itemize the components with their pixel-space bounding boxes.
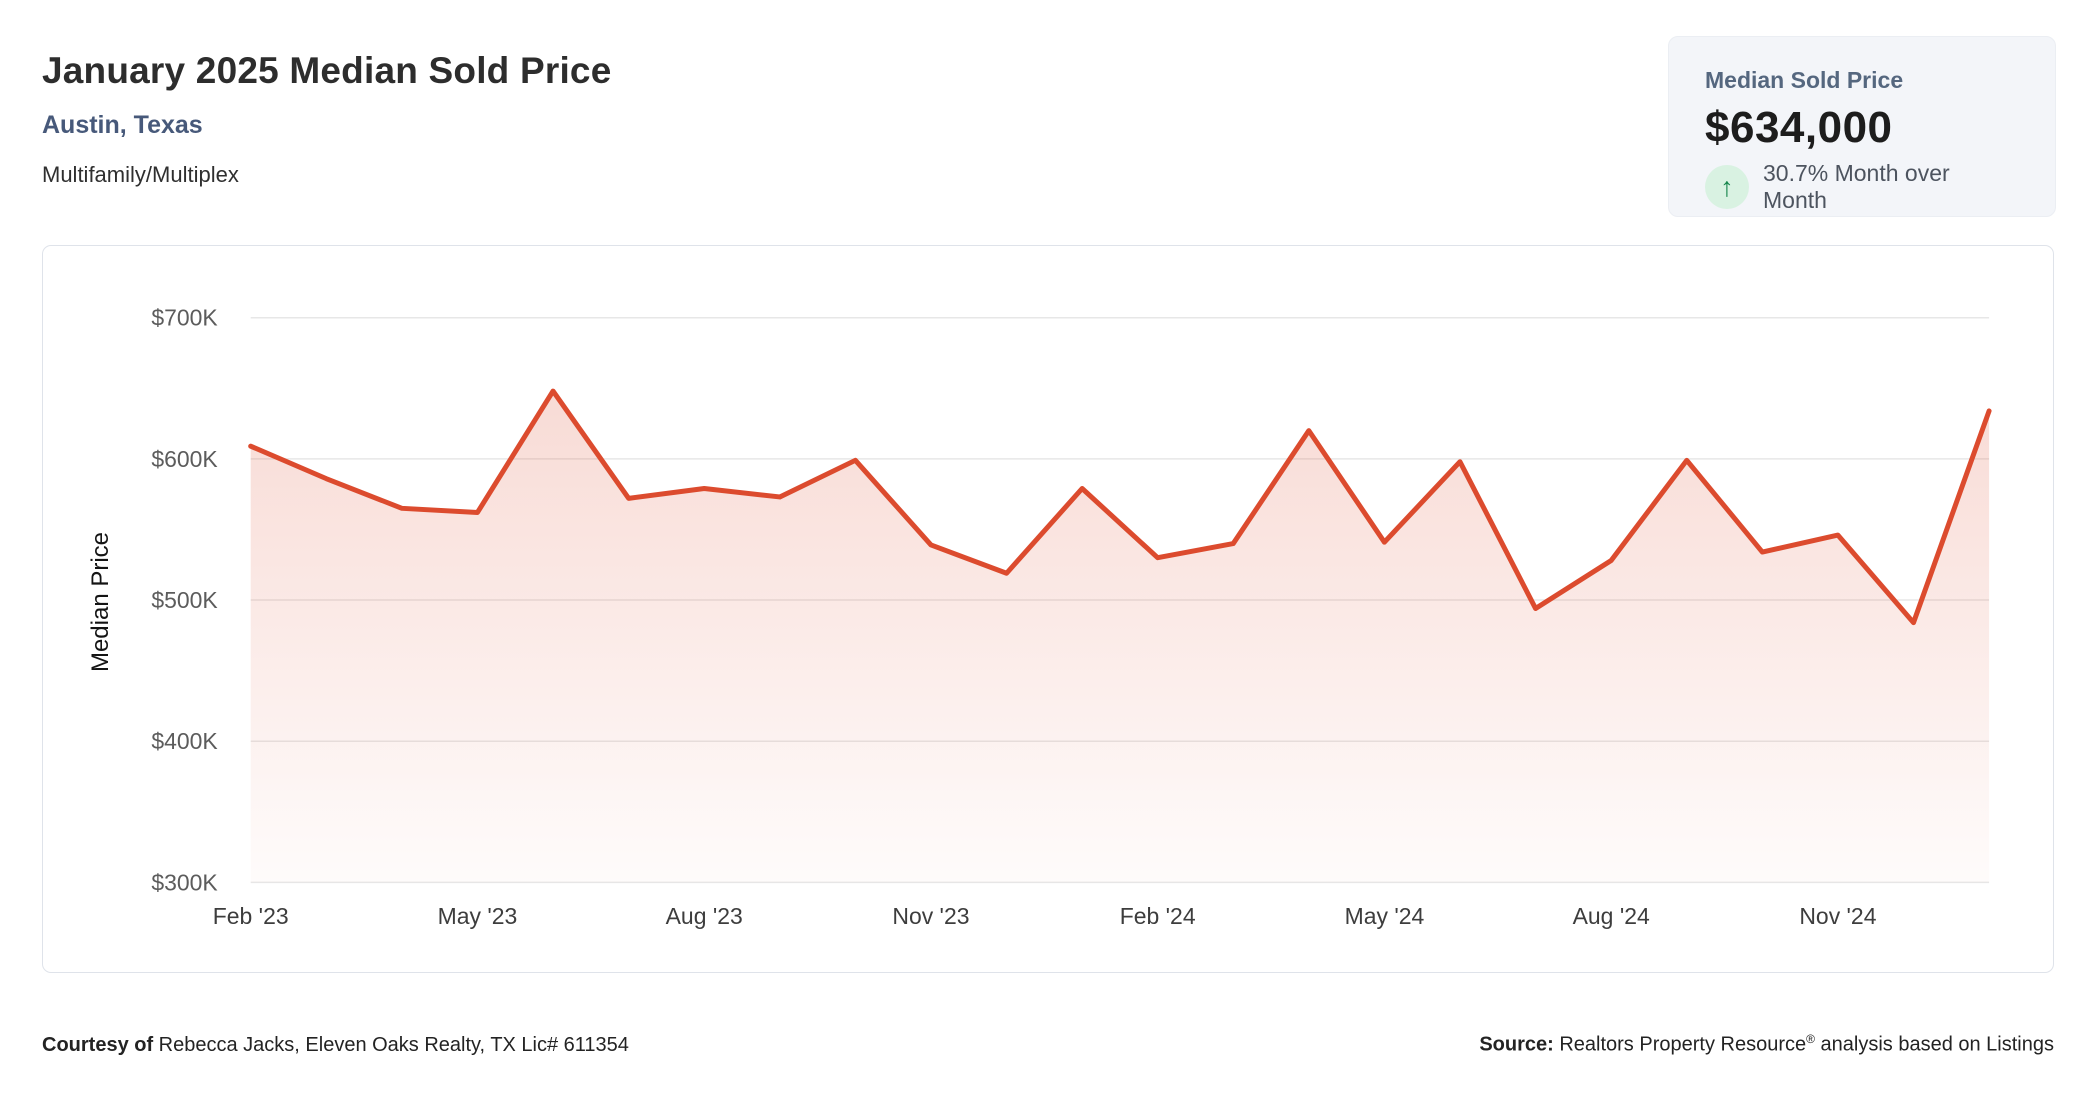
month-over-month-change: ↑ 30.7% Month over Month [1705,160,2019,214]
y-tick-label: $700K [151,305,218,331]
courtesy-note: Courtesy of Rebecca Jacks, Eleven Oaks R… [42,1034,629,1057]
x-tick-label: Feb '23 [213,903,289,929]
x-tick-label: Aug '23 [666,903,743,929]
report-footer: Courtesy of Rebecca Jacks, Eleven Oaks R… [42,1032,2054,1057]
y-tick-label: $600K [151,446,218,472]
page-title: January 2025 Median Sold Price [42,50,612,91]
area-fill [250,391,1990,883]
source-note: Source: Realtors Property Resource® anal… [1479,1032,2054,1057]
trend-up-arrow-icon: ↑ [1705,165,1749,209]
x-tick-label: May '24 [1345,903,1425,929]
property-type-label: Multifamily/Multiplex [42,162,239,187]
x-tick-label: Aug '24 [1573,903,1650,929]
x-tick-label: Nov '24 [1799,903,1876,929]
source-text-1: Realtors Property Resource [1553,1033,1807,1056]
y-tick-label: $400K [151,728,218,754]
median-sold-price-card: Median Sold Price $634,000 ↑ 30.7% Month… [1668,36,2056,217]
median-price-line-series[interactable] [248,388,1992,626]
stat-card-value: $634,000 [1705,103,1893,152]
x-tick-label: Nov '23 [892,903,969,929]
stat-change-text: 30.7% Month over Month [1763,160,1950,213]
registered-trademark-symbol: ® [1806,1032,1815,1046]
source-text-2: analysis based on Listings [1814,1033,2055,1056]
chart-card: Median Price $300K $400K $500K $600K $700K Fe… [42,245,2054,973]
y-tick-label: $500K [151,587,218,613]
x-tick-label: May '23 [438,903,518,929]
median-price-area-chart[interactable]: $300K $400K $500K $600K $700K Feb '23 May '23 A… [43,246,2052,971]
x-tick-label: Feb '24 [1120,903,1196,929]
y-tick-label: $300K [151,869,218,895]
source-label: Source: [1479,1033,1554,1056]
stat-card-label: Median Sold Price [1705,67,1904,93]
up-arrow-glyph: ↑ [1720,171,1734,202]
courtesy-text: Rebecca Jacks, Eleven Oaks Realty, TX Li… [153,1033,629,1056]
courtesy-label: Courtesy of [42,1033,154,1056]
report-header: January 2025 Median Sold Price Austin, T… [42,52,611,186]
location-subtitle: Austin, Texas [42,111,203,139]
